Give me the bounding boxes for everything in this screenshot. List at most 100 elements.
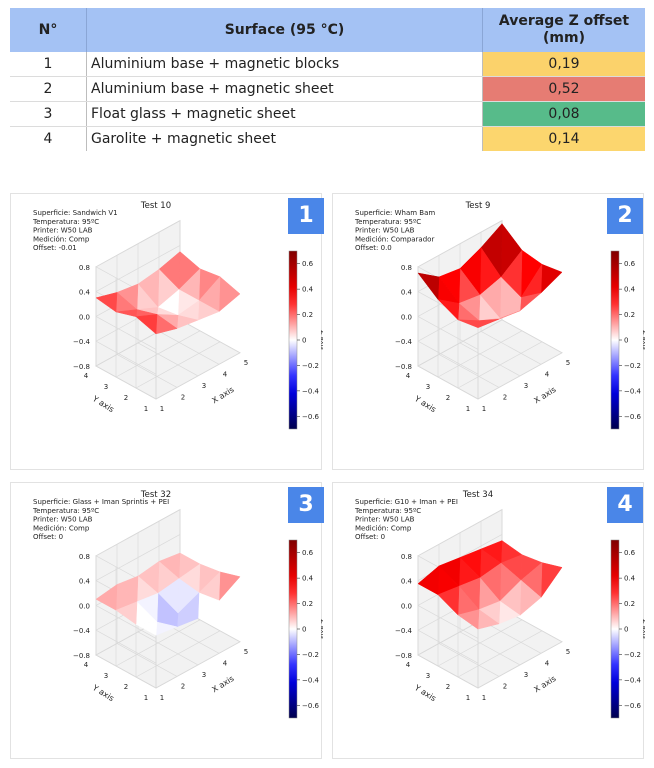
y-tick-label: 3 <box>426 383 430 391</box>
grid-line <box>501 319 563 354</box>
surface-facet <box>540 562 563 599</box>
z-tick-label: −0.4 <box>395 338 413 346</box>
surface-facet <box>135 314 158 335</box>
info-line: Printer: W50 LAB <box>355 516 415 524</box>
header-average: Average Z offset (mm) <box>482 8 645 52</box>
panel-number-badge: 1 <box>288 198 324 234</box>
panel-number-badge: 4 <box>607 487 643 523</box>
colorbar-tick-label: 0.6 <box>624 260 636 268</box>
grid-line <box>480 331 542 365</box>
colorbar-tick-label: 0.4 <box>302 286 314 294</box>
info-line: Offset: 0 <box>33 533 63 541</box>
chart-panel-1: 0.8 0.4 0.0 −0.4 −0.8 1 2 3 4 5 1 2 3 4 X axis Y axis Te… <box>10 193 324 470</box>
grid-line <box>417 509 503 557</box>
colorbar-tick-label: −0.4 <box>624 387 642 395</box>
info-line: Medición: Comp <box>355 524 412 532</box>
grid-line <box>135 630 221 678</box>
grid-line <box>438 354 500 388</box>
x-axis-label: X axis <box>210 674 235 694</box>
x-tick-label: 1 <box>160 405 164 413</box>
row-offset: 0,52 <box>482 76 645 102</box>
grid-line <box>116 643 178 677</box>
grid-line <box>115 330 201 378</box>
y-tick-label: 2 <box>124 394 128 402</box>
z-tick-label: 0.4 <box>401 289 413 297</box>
row-number: 4 <box>10 126 87 151</box>
surface-facet <box>437 299 460 321</box>
grid-line <box>417 654 479 689</box>
colorbar-tick-label: −0.2 <box>624 651 641 659</box>
chart-panel-3: 0.8 0.4 0.0 −0.4 −0.8 1 2 3 4 5 1 2 3 4 X axis Y axis Te… <box>10 482 324 759</box>
z-tick-label: 0.8 <box>79 264 90 272</box>
z-tick-label: −0.8 <box>73 363 90 371</box>
grid-line <box>155 352 241 400</box>
info-line: Offset: 0.0 <box>355 244 392 252</box>
grid-line <box>137 342 199 377</box>
chart-title: Test 9 <box>465 201 491 211</box>
grid-line <box>95 340 157 375</box>
info-line: Temperatura: 95ºC <box>354 507 421 515</box>
info-line: Superficie: Wham Bam <box>355 209 435 217</box>
z-tick-label: 0.4 <box>79 289 91 297</box>
y-tick-label: 4 <box>406 372 411 380</box>
surface-facet <box>417 565 440 596</box>
info-line: Medición: Comparador <box>355 235 434 243</box>
info-line: Offset: -0.01 <box>33 244 77 252</box>
surface-facet <box>95 292 118 313</box>
surface-facet <box>115 601 138 625</box>
grid-line <box>459 631 521 666</box>
y-axis-label: Y axis <box>90 683 116 704</box>
info-line: Superficie: G10 + Iman + PEI <box>355 498 458 506</box>
table-row: 4 Garolite + magnetic sheet 0,14 <box>10 126 645 151</box>
grid-line <box>417 629 479 664</box>
chart-title: Test 32 <box>140 490 171 500</box>
colorbar-tick-label: −0.4 <box>624 676 642 684</box>
summary-table: N° Surface (95 °C) Average Z offset (mm)… <box>10 8 645 151</box>
colorbar-tick-label: 0 <box>624 337 628 345</box>
chart-panel-4: 0.8 0.4 0.0 −0.4 −0.8 1 2 3 4 5 1 2 3 4 X axis Y axis Te… <box>332 482 645 759</box>
colorbar-tick-label: −0.4 <box>302 387 320 395</box>
x-tick-label: 1 <box>482 405 486 413</box>
z-tick-label: 0.8 <box>401 264 412 272</box>
surface-facet <box>457 319 480 329</box>
x-tick-label: 5 <box>566 648 570 656</box>
x-axis-label: X axis <box>532 385 557 405</box>
grid-line <box>477 641 563 689</box>
y-axis-label: Y axis <box>90 394 116 415</box>
info-line: Printer: W50 LAB <box>33 516 93 524</box>
table-header-row: N° Surface (95 °C) Average Z offset (mm) <box>10 8 645 52</box>
y-tick-label: 2 <box>124 683 128 691</box>
table-row: 3 Float glass + magnetic sheet 0,08 <box>10 101 645 127</box>
z-axis-label: Z axis <box>319 619 323 639</box>
x-tick-label: 4 <box>223 659 228 667</box>
y-tick-label: 3 <box>104 672 108 680</box>
z-tick-label: 0.4 <box>401 578 413 586</box>
y-axis-label: Y axis <box>412 394 438 415</box>
colorbar-tick-label: 0.6 <box>302 260 314 268</box>
y-tick-label: 3 <box>104 383 108 391</box>
surface-plot-2: 0.8 0.4 0.0 −0.4 −0.8 1 2 3 4 5 1 2 3 4 X axis Y axis Te… <box>354 201 645 430</box>
x-tick-label: 4 <box>545 370 550 378</box>
grid-line <box>95 365 157 400</box>
x-tick-label: 1 <box>160 694 164 702</box>
x-tick-label: 4 <box>545 659 550 667</box>
y-tick-label: 1 <box>144 405 148 413</box>
z-tick-label: 0.0 <box>401 602 412 610</box>
surface-plot-1: 0.8 0.4 0.0 −0.4 −0.8 1 2 3 4 5 1 2 3 4 X axis Y axis Te… <box>32 201 323 430</box>
colorbar-tick-label: −0.2 <box>302 651 319 659</box>
colorbar <box>610 250 620 430</box>
grid-line <box>137 631 199 666</box>
row-number: 1 <box>10 52 87 77</box>
colorbar-tick-label: 0.4 <box>302 575 314 583</box>
x-tick-label: 3 <box>524 671 528 679</box>
surface-facet <box>218 276 241 313</box>
colorbar-tick-label: 0 <box>302 626 306 634</box>
z-tick-label: 0.8 <box>79 553 90 561</box>
chart-title: Test 10 <box>140 201 171 211</box>
grid-line <box>116 354 178 388</box>
colorbar-tick-label: −0.2 <box>624 362 641 370</box>
y-tick-label: 1 <box>144 694 148 702</box>
x-tick-label: 4 <box>223 370 228 378</box>
grid-line <box>438 643 500 677</box>
y-axis-label: Y axis <box>412 683 438 704</box>
